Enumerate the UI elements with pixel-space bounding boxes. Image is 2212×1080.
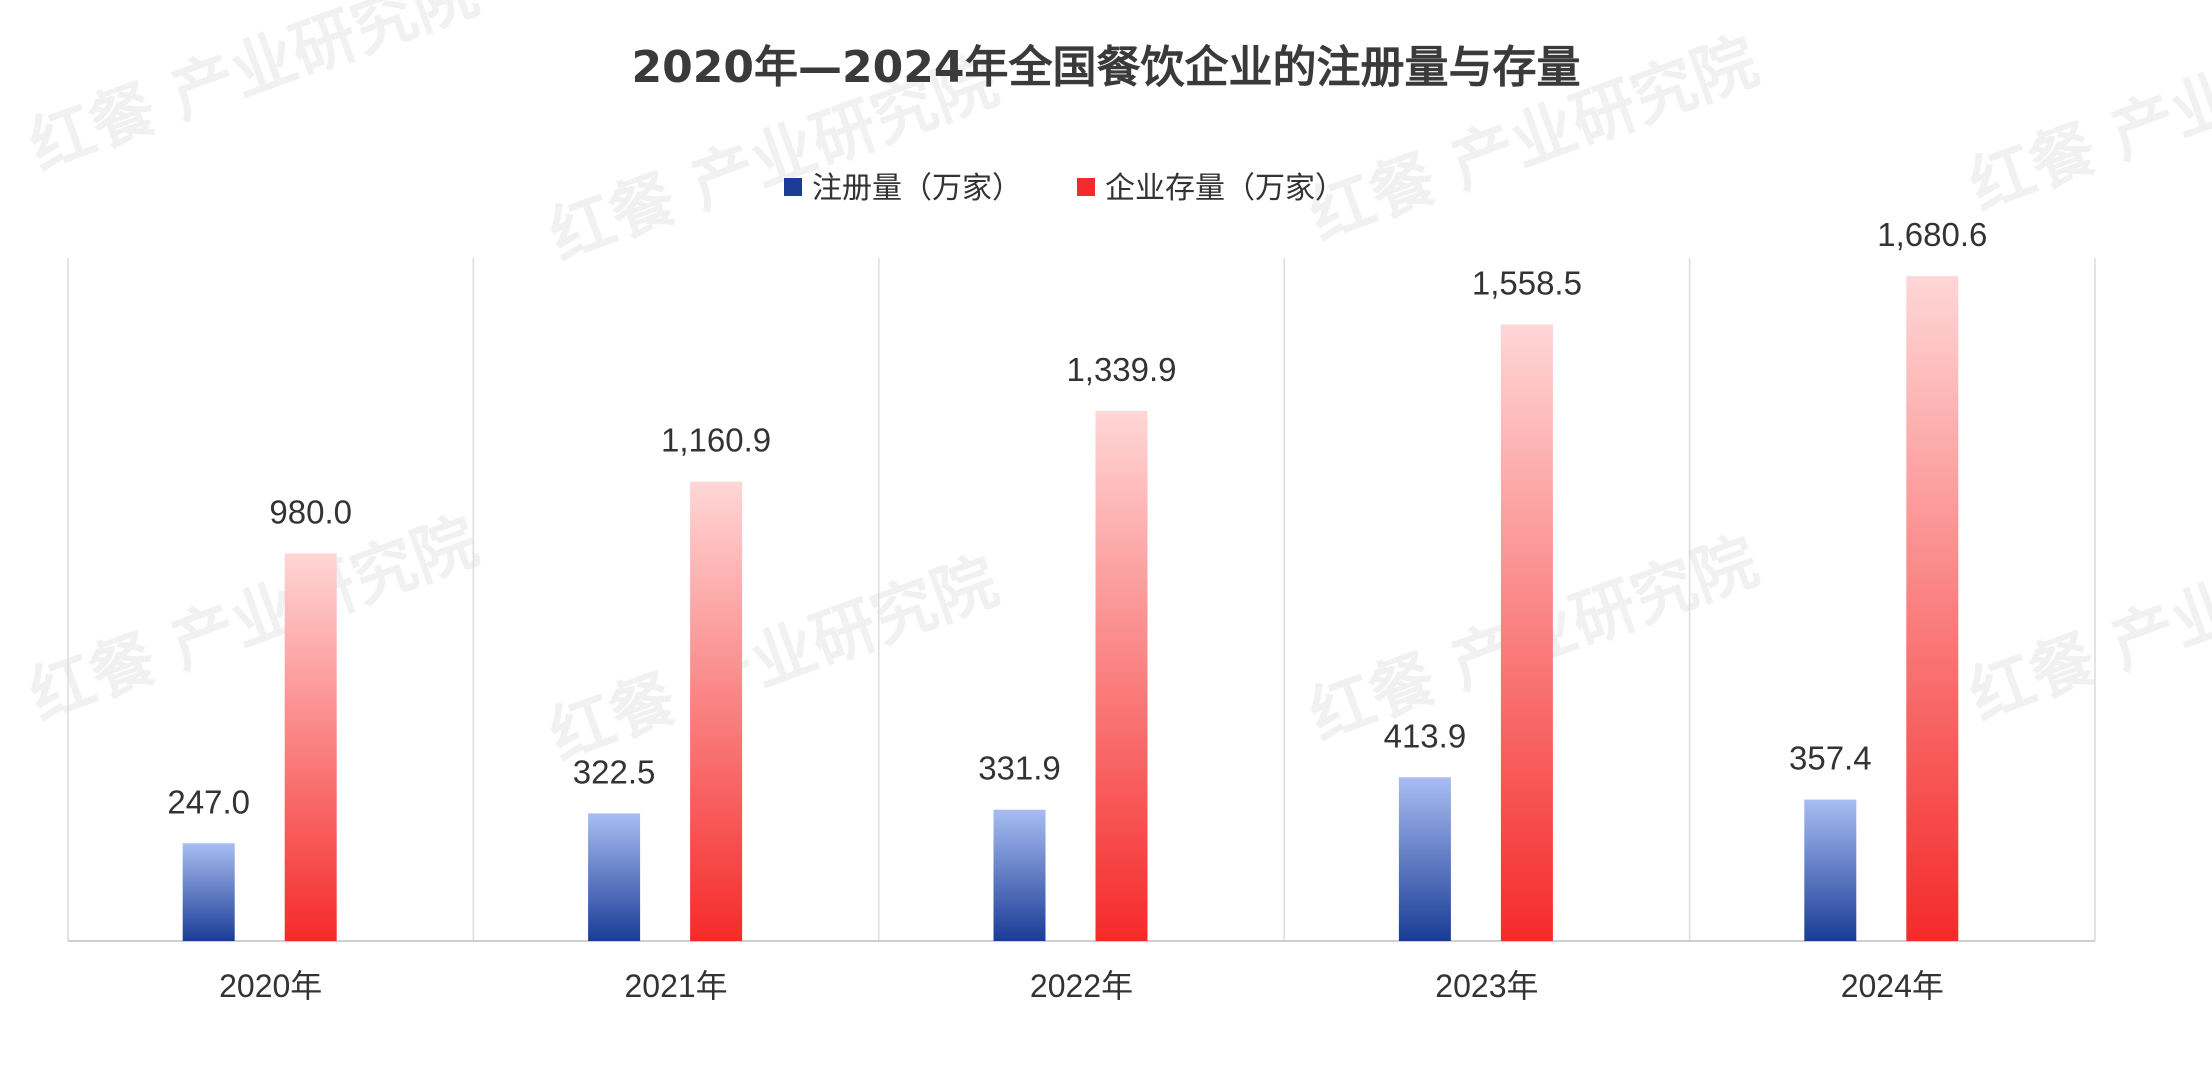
data-label-registrations: 413.9 [1384, 717, 1467, 754]
watermark-text: 红餐 产业研究院 [1960, 0, 2212, 225]
data-label-stock: 1,339.9 [1066, 351, 1176, 388]
data-label-stock: 1,558.5 [1472, 264, 1582, 301]
data-label-registrations: 322.5 [573, 753, 656, 790]
x-tick-label: 2023年 [1435, 968, 1538, 1004]
watermark-text: 红餐 产业研究院 [20, 0, 487, 185]
x-tick-label: 2024年 [1841, 968, 1944, 1004]
bar-registrations-2021年 [588, 813, 641, 941]
category-labels: 2020年 2021年 2022年 2023年 2024年 [219, 968, 1944, 1004]
data-label-stock: 1,160.9 [661, 422, 771, 459]
x-tick-label: 2022年 [1030, 968, 1133, 1004]
watermark-text: 红餐 产业研究院 [1960, 505, 2212, 735]
bar-stock-2021年 [690, 481, 743, 941]
bar-stock-2020年 [284, 553, 337, 941]
bar-registrations-2024年 [1804, 799, 1857, 941]
x-tick-label: 2020年 [219, 968, 322, 1004]
plot-area [67, 258, 2096, 942]
bar-stock-2023年 [1500, 324, 1553, 941]
legend: 注册量（万家） 企业存量（万家） [784, 171, 1345, 206]
legend-label-registrations: 注册量（万家） [812, 171, 1022, 206]
data-label-stock: 1,680.6 [1877, 216, 1987, 253]
data-label-registrations: 247.0 [167, 783, 250, 820]
bars [182, 276, 1959, 941]
bar-stock-2022年 [1095, 410, 1148, 941]
legend-swatch-stock [1077, 178, 1095, 196]
bar-registrations-2023年 [1398, 777, 1451, 941]
bar-registrations-2022年 [993, 809, 1046, 941]
data-label-stock: 980.0 [269, 493, 352, 530]
legend-swatch-registrations [784, 178, 802, 196]
bar-registrations-2020年 [182, 843, 235, 941]
data-label-registrations: 331.9 [978, 750, 1061, 787]
bar-stock-2024年 [1906, 276, 1959, 941]
value-labels: 247.0 980.0 322.5 1,160.9 331.9 1,339.9 413.9 1… [167, 216, 1987, 820]
x-tick-label: 2021年 [624, 968, 727, 1004]
data-label-registrations: 357.4 [1789, 740, 1872, 777]
legend-label-stock: 企业存量（万家） [1105, 171, 1345, 206]
watermark-text: 红餐 产业研究院 [20, 505, 487, 735]
watermark-text: 红餐 产业研究院 [540, 545, 1007, 775]
chart-title: 2020年—2024年全国餐饮企业的注册量与存量 [632, 42, 1581, 93]
